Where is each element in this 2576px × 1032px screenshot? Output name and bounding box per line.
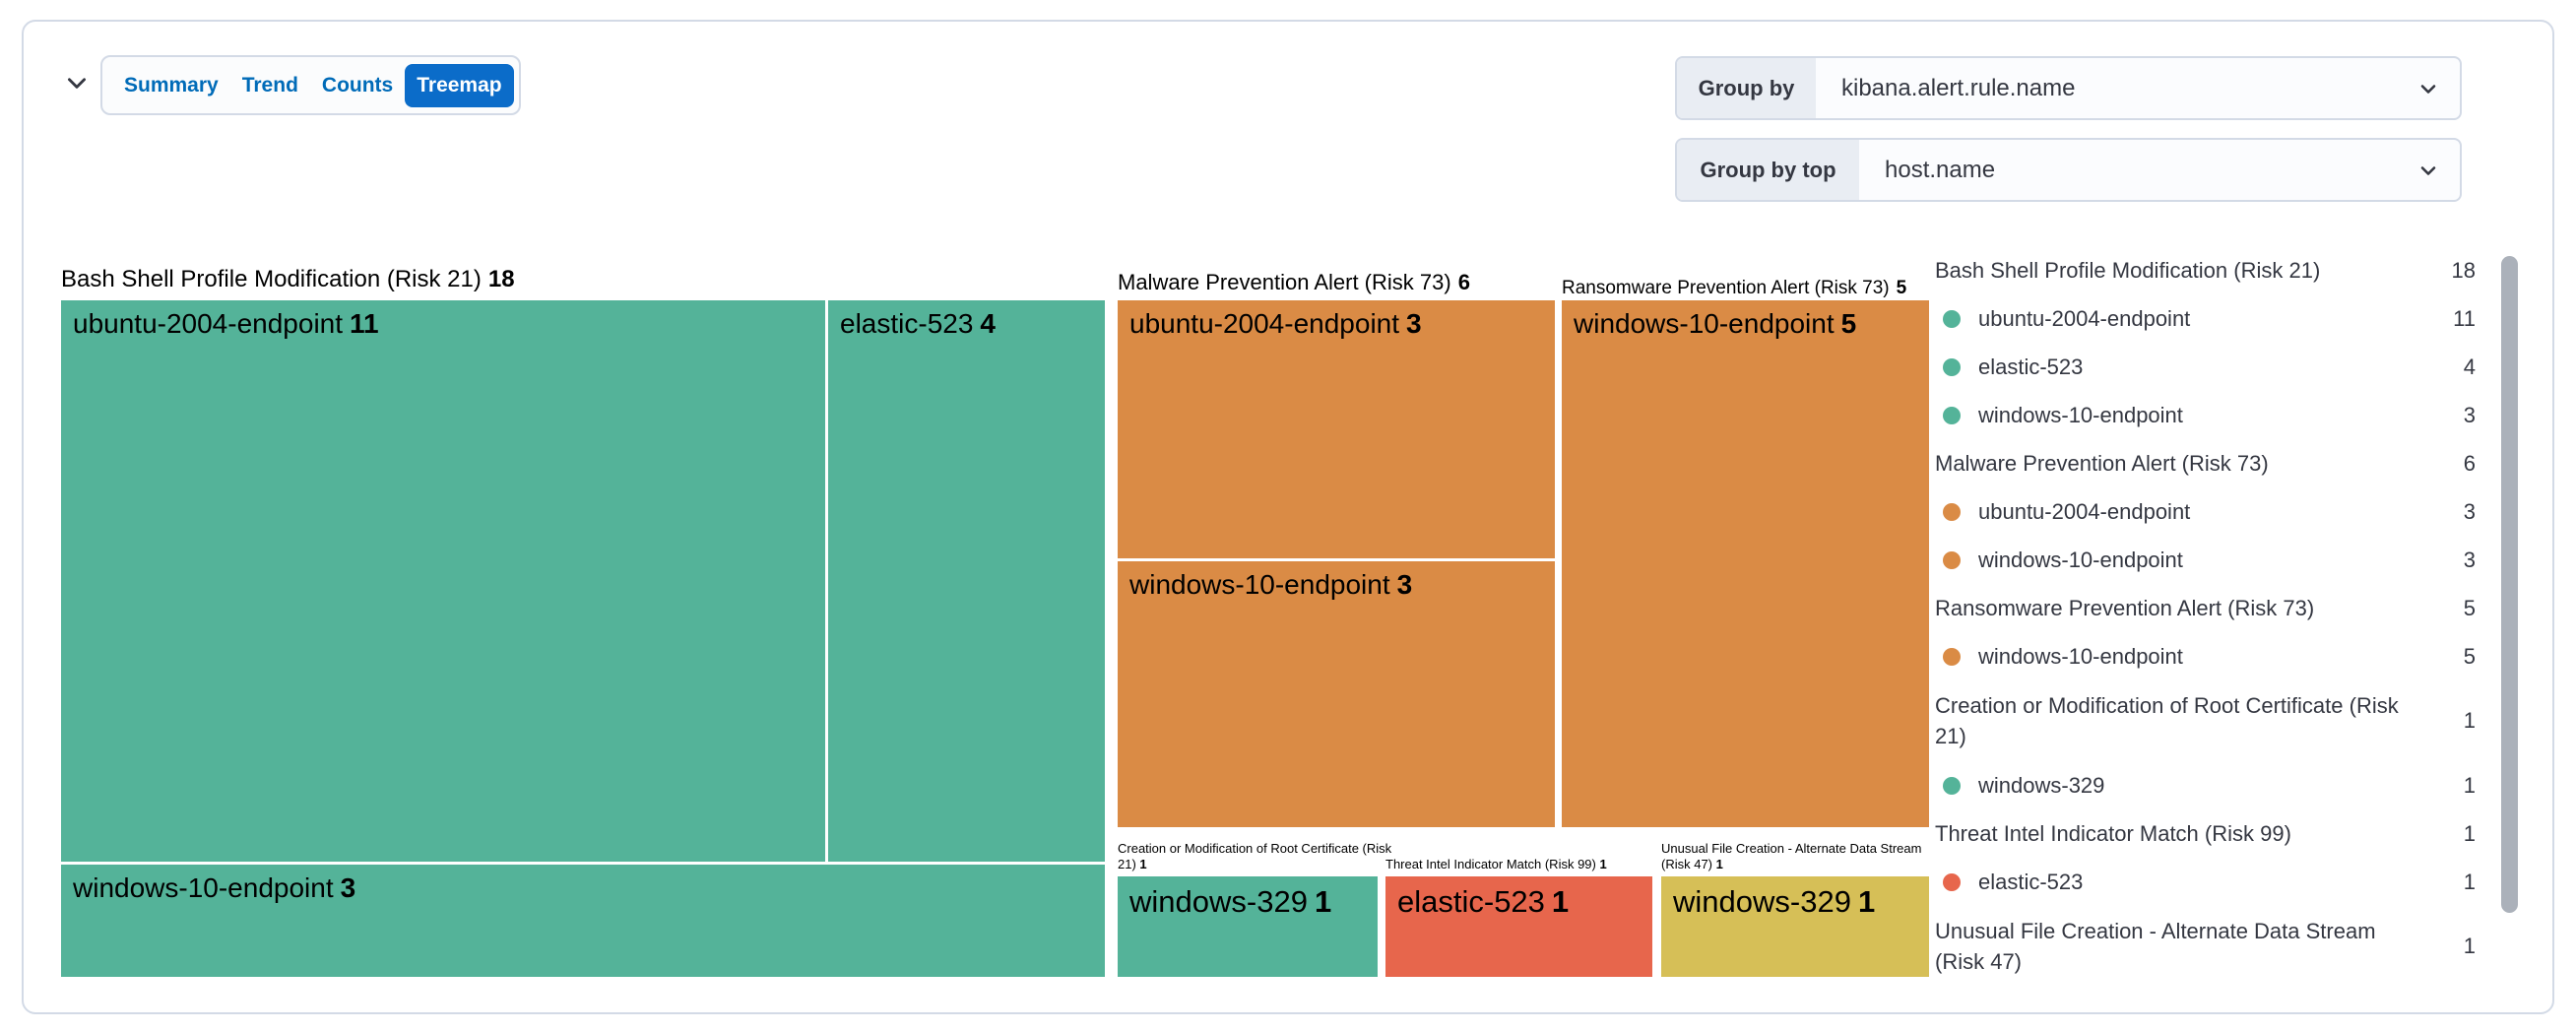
group-by-top-select[interactable]: Group by top host.name (1675, 138, 2462, 202)
treemap-cell[interactable]: elastic-523 1 (1385, 876, 1652, 977)
legend-dot-icon (1943, 357, 1961, 376)
legend-dot-icon (1943, 309, 1961, 328)
legend-label[interactable]: Unusual File Creation - Alternate Data S… (1935, 919, 2376, 974)
legend-row: elastic-523 1 (1935, 858, 2476, 906)
legend-count: 3 (2463, 547, 2476, 572)
legend-label[interactable]: windows-10-endpoint (1978, 548, 2183, 572)
treemap-group-title: Bash Shell Profile Modification (Risk 21… (61, 266, 515, 292)
treemap-cell[interactable]: windows-10-endpoint 3 (1118, 561, 1555, 827)
treemap-group-title: Ransomware Prevention Alert (Risk 73) 5 (1562, 278, 1907, 298)
treemap-cell[interactable]: elastic-523 4 (828, 300, 1105, 862)
legend-label[interactable]: Malware Prevention Alert (Risk 73) (1935, 451, 2269, 476)
legend-row: elastic-523 4 (1935, 343, 2476, 391)
legend-row: Ransomware Prevention Alert (Risk 73) 5 (1935, 584, 2476, 632)
treemap-cell[interactable]: windows-10-endpoint 3 (61, 865, 1105, 977)
group-by-top-value: host.name (1885, 156, 1996, 183)
legend-row: windows-10-endpoint 3 (1935, 536, 2476, 584)
legend-label[interactable]: windows-10-endpoint (1978, 403, 2183, 427)
legend-row: ubuntu-2004-endpoint 11 (1935, 294, 2476, 343)
legend-row: windows-10-endpoint 5 (1935, 632, 2476, 680)
legend-dot-icon (1943, 406, 1961, 424)
legend-count: 1 (2463, 772, 2476, 798)
treemap-cell[interactable]: windows-329 1 (1661, 876, 1929, 977)
legend-dot-icon (1943, 502, 1961, 521)
legend-label[interactable]: Ransomware Prevention Alert (Risk 73) (1935, 596, 2315, 620)
legend-row: Threat Intel Indicator Match (Risk 99) 1 (1935, 809, 2476, 858)
treemap-cell[interactable]: ubuntu-2004-endpoint 11 (61, 300, 825, 862)
legend-label[interactable]: windows-10-endpoint (1978, 644, 2183, 669)
legend-dot-icon (1943, 647, 1961, 666)
tab-counts[interactable]: Counts (321, 73, 394, 97)
legend-label[interactable]: windows-329 (1978, 773, 2105, 798)
legend-label[interactable]: elastic-523 (1978, 355, 2084, 379)
tab-treemap[interactable]: Treemap (405, 63, 514, 107)
view-tab-group: Summary Trend Counts Treemap (100, 55, 521, 115)
group-by-top-caret (2397, 140, 2460, 200)
legend-count: 1 (2463, 708, 2476, 733)
treemap-cell[interactable]: windows-10-endpoint 5 (1562, 300, 1929, 827)
legend-scrollbar-thumb[interactable] (2501, 256, 2518, 913)
legend-label[interactable]: elastic-523 (1978, 870, 2084, 894)
group-by-caret (2397, 58, 2460, 118)
legend-count: 1 (2463, 869, 2476, 894)
legend-dot-icon (1943, 872, 1961, 891)
group-by-select[interactable]: Group by kibana.alert.rule.name (1675, 56, 2462, 120)
chevron-down-icon (2420, 84, 2436, 94)
legend-dot-icon (1943, 550, 1961, 569)
legend-label[interactable]: Bash Shell Profile Modification (Risk 21… (1935, 258, 2321, 283)
legend-count: 4 (2463, 354, 2476, 379)
legend-row: ubuntu-2004-endpoint 3 (1935, 487, 2476, 536)
treemap-cell[interactable]: ubuntu-2004-endpoint 3 (1118, 300, 1555, 558)
legend-count: 3 (2463, 402, 2476, 427)
alerts-treemap-panel: Summary Trend Counts Treemap Group by ki… (22, 20, 2554, 1014)
legend-count: 1 (2463, 820, 2476, 846)
collapse-panel-button[interactable] (57, 63, 97, 102)
group-by-label: Group by (1677, 58, 1816, 118)
legend-count: 6 (2463, 450, 2476, 476)
treemap-cell[interactable]: windows-329 1 (1118, 876, 1378, 977)
legend-count: 3 (2463, 498, 2476, 524)
group-by-top-label: Group by top (1677, 140, 1859, 200)
legend-label[interactable]: Threat Intel Indicator Match (Risk 99) (1935, 821, 2291, 846)
legend-label[interactable]: ubuntu-2004-endpoint (1978, 306, 2191, 331)
legend-count: 11 (2453, 305, 2476, 331)
legend-label[interactable]: ubuntu-2004-endpoint (1978, 499, 2191, 524)
treemap-group-title: Creation or Modification of Root Certifi… (1118, 841, 1392, 871)
tab-trend[interactable]: Trend (241, 73, 298, 97)
legend-row: Bash Shell Profile Modification (Risk 21… (1935, 246, 2476, 294)
treemap-legend: Bash Shell Profile Modification (Risk 21… (1935, 246, 2476, 987)
legend-dot-icon (1943, 776, 1961, 795)
legend-row: Creation or Modification of Root Certifi… (1935, 680, 2476, 761)
legend-count: 5 (2463, 643, 2476, 669)
legend-count: 5 (2463, 595, 2476, 620)
chevron-down-icon (2420, 165, 2436, 175)
legend-count: 1 (2463, 934, 2476, 958)
legend-label[interactable]: Creation or Modification of Root Certifi… (1935, 693, 2399, 748)
legend-row: Malware Prevention Alert (Risk 73) 6 (1935, 439, 2476, 487)
legend-row: windows-10-endpoint 3 (1935, 391, 2476, 439)
group-by-value: kibana.alert.rule.name (1841, 74, 2076, 101)
legend-row: Unusual File Creation - Alternate Data S… (1935, 906, 2476, 987)
chevron-down-icon (68, 78, 86, 89)
legend-row: windows-329 1 (1935, 761, 2476, 809)
legend-count: 18 (2451, 257, 2476, 283)
treemap-group-title: Unusual File Creation - Alternate Data S… (1661, 841, 1922, 871)
treemap-group-title: Malware Prevention Alert (Risk 73) 6 (1118, 270, 1470, 294)
tab-summary[interactable]: Summary (124, 73, 219, 97)
treemap-group-title: Threat Intel Indicator Match (Risk 99) 1 (1385, 857, 1607, 871)
